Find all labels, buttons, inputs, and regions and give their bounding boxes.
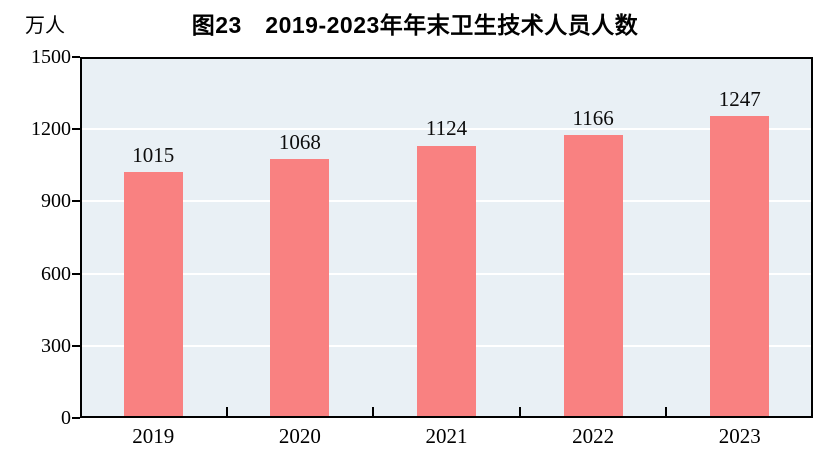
y-tick-mark [72,272,80,275]
y-tick-mark [72,344,80,347]
y-tick-label: 1200 [31,118,71,141]
x-axis-label: 2019 [132,424,175,448]
bar-2021 [417,145,476,416]
y-tick-mark [72,128,80,131]
y-tick-label: 300 [41,334,71,357]
y-tick-label: 0 [61,407,71,429]
x-axis-label: 2020 [278,424,321,448]
bar-value-label: 1015 [132,142,175,167]
bar-2023 [710,115,770,416]
bar-value-label: 1166 [572,106,614,131]
x-tick-mark [518,407,521,416]
y-axis-unit-label: 万人 [25,15,65,37]
bar-value-label: 1247 [718,86,761,111]
plot-area: 1015 1068 1124 1166 1247 [80,57,813,418]
x-tick-mark [225,407,228,416]
chart-title: 图23 2019-2023年年末卫生技术人员人数 [191,12,639,38]
bar-2019 [123,171,183,416]
bar-value-label: 1068 [278,129,321,154]
bar-2020 [270,158,330,416]
y-tick-label: 900 [41,190,71,213]
y-tick-label: 1500 [31,46,71,68]
x-tick-mark [372,407,375,416]
bar-2022 [563,135,623,416]
y-tick-label: 600 [41,262,71,285]
x-axis-label: 2022 [572,424,615,448]
gridline [82,128,811,131]
y-tick-mark [72,56,80,58]
y-tick-mark [72,200,80,203]
bar-value-label: 1124 [425,116,468,141]
x-axis-label: 2023 [718,424,761,448]
x-tick-mark [665,407,668,416]
x-axis-label: 2021 [425,424,468,448]
y-tick-mark [72,417,80,419]
